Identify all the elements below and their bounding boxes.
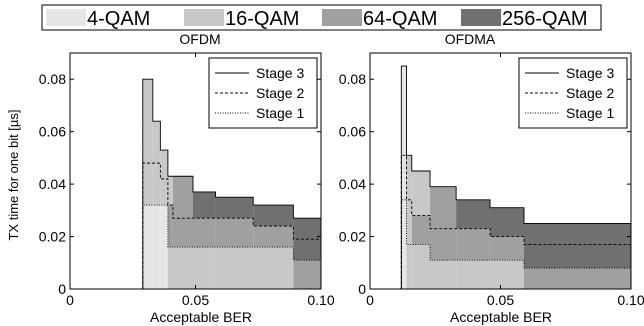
ofdm-y-tick-label: 0 [58,281,66,297]
ofdm-bar-segment-64-qam [167,205,173,248]
ofdma-stage-1-line [400,199,631,289]
ofdm-bar-segment-16-qam [215,247,254,289]
ofdma-bar-segment-16-qam [490,260,524,289]
legend-swatch-4-qam [46,9,86,26]
ofdma-bar-segment-4-qam [401,66,407,289]
ofdma-x-tick-label: 0.05 [487,292,514,308]
ofdm-legend-label: Stage 1 [256,105,304,121]
ofdm-bar-segment-16-qam [167,176,173,206]
ofdm-bar-segment-64-qam [192,218,216,248]
ofdma-x-axis-label: Acceptable BER [450,309,552,325]
ofdm-y-axis-label: TX time for one bit [µs] [6,109,21,240]
legend-swatch-16-qam [184,9,224,26]
ofdm-bar-segment-256-qam [215,197,254,219]
ofdma-bar-segment-256-qam [523,223,631,269]
ofdma-legend-label: Stage 1 [566,105,614,121]
ofdma-bar-segment-64-qam [523,268,631,289]
legend-swatch-256-qam [461,9,501,26]
ofdm-bar-segment-256-qam [192,191,216,219]
ofdma-bar-segment-16-qam [411,171,431,216]
ofdma-bar-segment-64-qam [490,236,524,261]
ofdma-stage-legend: Stage 3 Stage 2 Stage 1 [518,57,628,129]
ofdm-bar-segment-64-qam [253,226,294,248]
legend-label-256-qam: 256-QAM [502,8,588,30]
ofdm-bar-segment-4-qam [142,205,153,289]
ofdm-bar-segment-64-qam [293,260,321,289]
ofdm-bar-segment-16-qam [253,247,294,289]
ofdm-title: OFDM [179,31,220,47]
ofdma-y-tick-label: 0.06 [339,124,366,140]
ofdm-y-tick-label: 0.06 [39,124,66,140]
ofdma-stage-3-line [400,65,631,289]
legend-swatch-64-qam [322,9,362,26]
modulation-legend-frame [41,4,602,31]
ofdma-legend-label: Stage 3 [566,65,614,81]
ofdm-y-tick-label: 0.04 [39,176,66,192]
ofdm-bar-segment-16-qam [192,247,216,289]
ofdm-bar-segment-4-qam [160,205,168,289]
ofdma-bar-segment-64-qam [456,228,491,261]
ofdma-bar-segment-16-qam [430,260,457,289]
ofdm-stage-3-line [142,78,321,289]
ofdm-bar-segment-16-qam [160,150,168,206]
ofdm-bar-segment-16-qam [142,79,153,206]
ofdma-bar-segment-256-qam [456,199,491,229]
ofdm-x-axis-label: Acceptable BER [150,309,252,325]
ofdm-bar-segment-256-qam [253,205,294,227]
ofdm-legend-label: Stage 2 [256,85,304,101]
ofdm-x-tick-label: 0.05 [182,292,209,308]
ofdma-bar-segment-64-qam [430,186,457,261]
ofdm-x-tick-label: 0.10 [307,292,334,308]
ofdm-bar-segment-64-qam [172,176,193,248]
ofdma-y-tick-label: 0.04 [339,176,366,192]
ofdm-bar-segment-16-qam [152,121,161,206]
ofdm-y-tick-label: 0.08 [39,71,66,87]
ofdma-bar-segment-64-qam [411,215,431,245]
ofdm-stage-1-line [142,204,321,289]
legend-label-16-qam: 16-QAM [225,8,299,30]
ofdma-bar-segment-16-qam [406,155,412,289]
ofdm-stage-legend: Stage 3 Stage 2 Stage 1 [208,57,318,129]
legend-label-4-qam: 4-QAM [87,8,150,30]
ofdm-x-tick-label: 0 [66,292,74,308]
ofdma-stage-2-line [400,154,631,289]
ofdma-legend-label: Stage 2 [566,85,614,101]
ofdma-bar-segment-16-qam [411,244,431,289]
ofdm-y-tick-label: 0.02 [39,229,66,245]
ofdma-y-tick-label: 0.08 [339,71,366,87]
legend-label-64-qam: 64-QAM [363,8,437,30]
modulation-legend: 4-QAM 16-QAM 64-QAM 256-QAM [41,4,602,31]
ofdma-y-tick-label: 0 [358,281,366,297]
ofdm-bar-segment-16-qam [172,247,193,289]
ofdma-y-tick-label: 0.02 [339,229,366,245]
ofdma-bar-segment-256-qam [490,207,524,237]
ofdma-x-tick-label: 0 [366,292,374,308]
ofdma-title: OFDMA [445,31,496,47]
ofdm-bar-segment-16-qam [167,247,173,289]
ofdm-bar-segment-64-qam [215,218,254,248]
ofdm-bar-segment-4-qam [152,205,161,289]
ofdma-x-tick-label: 0.10 [617,292,644,308]
ofdma-bar-segment-16-qam [456,260,491,289]
ofdm-legend-label: Stage 3 [256,65,304,81]
